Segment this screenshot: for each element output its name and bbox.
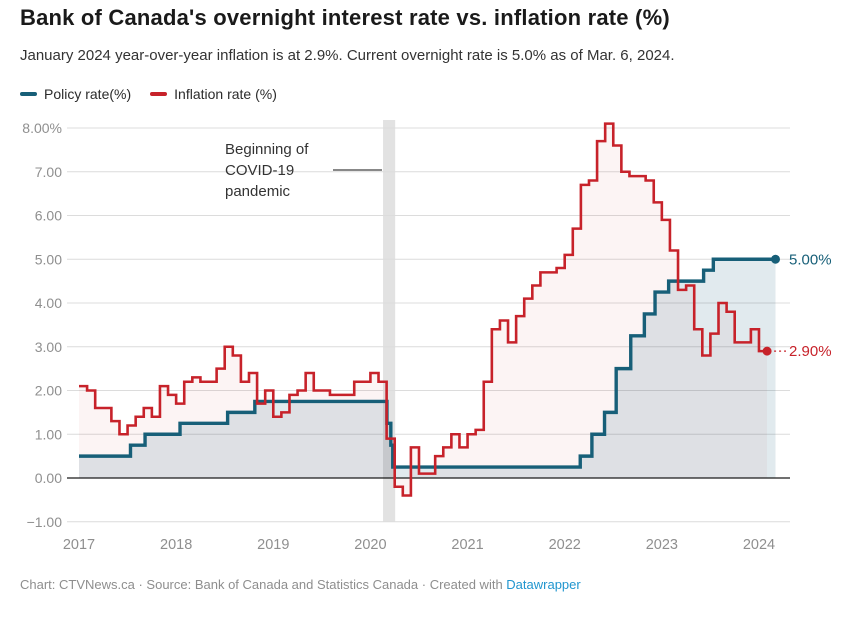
policy-area-fill (79, 259, 776, 478)
x-axis-tick-label: 2019 (257, 537, 289, 553)
chart-footer: Chart: CTVNews.ca · Source: Bank of Cana… (20, 577, 581, 592)
y-axis-tick-label: 2.00 (35, 383, 62, 399)
x-axis-tick-label: 2023 (646, 537, 678, 553)
inflation-rate-line (79, 122, 768, 497)
y-axis-tick-label: 8.00% (22, 120, 62, 136)
y-axis-tick-label: 6.00 (35, 208, 62, 224)
y-axis-tick-label: 1.00 (35, 426, 62, 442)
inflation-area-fill (79, 123, 768, 496)
chart-legend: Policy rate(%) Inflation rate (%) (20, 86, 277, 102)
x-axis-tick-label: 2022 (549, 537, 581, 553)
inflation-end-label: 2.90% (789, 343, 832, 360)
y-axis-tick-label: −1.00 (27, 514, 63, 530)
datawrapper-link[interactable]: Datawrapper (506, 577, 581, 592)
x-axis-tick-label: 2017 (63, 537, 95, 553)
x-axis-tick-label: 2024 (743, 537, 775, 553)
inflation-end-dot (762, 346, 772, 356)
footer-attribution-text: Chart: CTVNews.ca · Source: Bank of Cana… (20, 577, 507, 592)
y-axis-tick-label: 3.00 (35, 339, 62, 355)
inflation-rate-line-swatch (150, 92, 168, 96)
y-axis-tick-label: 5.00 (35, 251, 62, 267)
x-axis-tick-label: 2020 (354, 537, 386, 553)
chart-subtitle: January 2024 year-over-year inflation is… (20, 47, 675, 64)
legend-item-inflation-rate: Inflation rate (%) (150, 86, 277, 102)
y-axis-tick-label: 7.00 (35, 164, 62, 180)
x-axis-tick-label: 2021 (451, 537, 483, 553)
y-axis-tick-label: 0.00 (35, 470, 62, 486)
chart-title: Bank of Canada's overnight interest rate… (20, 5, 670, 30)
legend-label-inflation-rate: Inflation rate (%) (174, 86, 277, 102)
y-axis-tick-label: 4.00 (35, 295, 62, 311)
x-axis-tick-label: 2018 (160, 537, 192, 553)
policy-rate-line (79, 257, 776, 469)
policy-end-label: 5.00% (789, 251, 832, 268)
covid-annotation-text: Beginning of COVID-19 pandemic (225, 141, 309, 200)
legend-item-policy-rate: Policy rate(%) (20, 86, 131, 102)
policy-end-dot (770, 254, 780, 264)
policy-rate-line-swatch (20, 92, 37, 96)
legend-label-policy-rate: Policy rate(%) (44, 86, 132, 102)
